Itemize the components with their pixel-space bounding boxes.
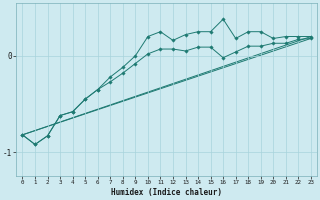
X-axis label: Humidex (Indice chaleur): Humidex (Indice chaleur) (111, 188, 222, 197)
